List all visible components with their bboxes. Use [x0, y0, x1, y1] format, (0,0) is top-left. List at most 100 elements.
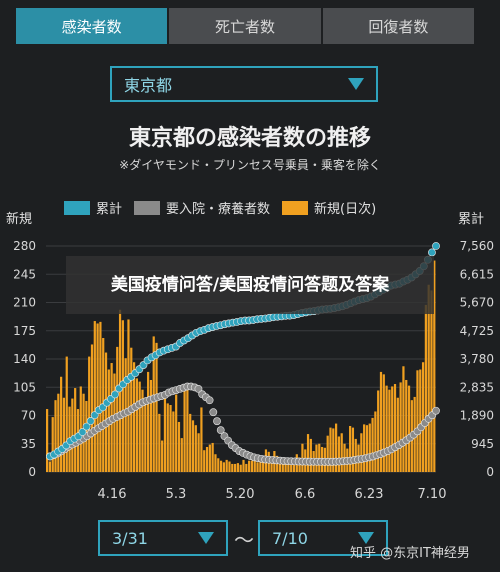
start-date-select[interactable]: 3/31: [98, 520, 228, 556]
bar-new-daily: [163, 398, 167, 472]
bar-new-daily: [186, 383, 189, 472]
tab-recoveries[interactable]: 回復者数: [322, 8, 474, 44]
bar-new-daily: [113, 373, 116, 472]
bar-new-daily: [421, 362, 425, 472]
bar-new-daily: [203, 450, 206, 472]
chevron-down-icon: [198, 532, 214, 544]
bar-new-daily: [363, 424, 366, 472]
bar-new-daily: [172, 411, 175, 472]
bar-new-daily: [281, 462, 284, 472]
legend-item-cumulative[interactable]: 累計: [64, 198, 122, 217]
point-hospitalized: [194, 384, 203, 393]
bar-new-daily: [88, 356, 91, 472]
watermark: 知乎 @东京IT神经男: [350, 546, 470, 561]
left-tick-label: 70: [21, 409, 36, 423]
bar-new-daily: [402, 366, 405, 472]
tab-deaths[interactable]: 死亡者数: [169, 8, 321, 44]
tab-infections[interactable]: 感染者数: [16, 8, 168, 44]
bar-new-daily: [60, 376, 63, 472]
legend-label-cumulative: 累計: [96, 202, 123, 217]
point-cumulative: [86, 417, 95, 425]
legend-label-new-daily: 新規(日次): [314, 202, 377, 217]
bar-new-daily: [183, 388, 186, 472]
left-tick-label: 105: [13, 380, 36, 394]
bar-new-daily: [340, 433, 343, 472]
bar-new-daily: [365, 425, 369, 472]
x-tick-label: 6.23: [355, 487, 384, 502]
bar-new-daily: [149, 379, 153, 472]
bar-new-daily: [155, 342, 158, 472]
bar-new-daily: [222, 462, 225, 472]
bar-new-daily: [419, 369, 422, 472]
bar-new-daily: [177, 421, 181, 472]
bar-new-daily: [208, 444, 211, 472]
bar-new-daily: [256, 462, 259, 472]
right-tick-label: 4,725: [460, 324, 494, 338]
right-tick-label: 3,780: [460, 352, 494, 366]
point-hospitalized: [209, 408, 218, 417]
bar-new-daily: [132, 362, 136, 472]
bar-new-daily: [127, 319, 130, 472]
x-tick-label: 4.16: [98, 487, 127, 502]
x-tick-label: 6.6: [295, 487, 316, 502]
bar-new-daily: [259, 461, 262, 472]
bar-new-daily: [65, 356, 68, 472]
bar-new-daily: [309, 438, 312, 472]
right-tick-label: 0: [486, 465, 494, 479]
metric-tabs: 感染者数 死亡者数 回復者数: [16, 8, 474, 44]
x-tick-label: 5.20: [226, 487, 255, 502]
bar-new-daily: [54, 400, 57, 472]
end-date-select[interactable]: 7/10: [258, 520, 388, 556]
point-cumulative: [82, 422, 91, 431]
bar-new-daily: [228, 461, 231, 472]
bar-new-daily: [116, 346, 119, 472]
bar-new-daily: [152, 336, 155, 472]
point-cumulative: [78, 428, 87, 436]
bar-new-daily: [104, 352, 108, 472]
bar-new-daily: [90, 344, 94, 472]
legend-item-hospitalized[interactable]: 要入院・療養者数: [134, 198, 270, 217]
bar-new-daily: [197, 433, 200, 472]
x-tick-label: 7.10: [418, 487, 447, 502]
bar-new-daily: [416, 370, 419, 472]
bar-new-daily: [217, 458, 220, 472]
chevron-down-icon: [358, 532, 374, 544]
bar-new-daily: [253, 454, 256, 472]
bar-new-daily: [306, 434, 310, 472]
bar-new-daily: [368, 423, 371, 472]
bar-new-daily: [393, 384, 397, 472]
left-tick-label: 140: [13, 352, 36, 366]
point-cumulative: [428, 248, 436, 257]
bar-new-daily: [250, 460, 254, 472]
bar-new-daily: [377, 390, 380, 472]
bar-new-daily: [326, 435, 329, 472]
chart-title: 東京都の感染者数の推移: [128, 126, 371, 151]
bar-new-daily: [332, 428, 335, 472]
bar-new-daily: [349, 425, 352, 472]
bar-new-daily: [225, 459, 228, 472]
bar-new-daily: [121, 320, 124, 472]
bar-new-daily: [360, 433, 363, 472]
legend-item-new-daily[interactable]: 新規(日次): [282, 198, 376, 217]
x-tick-label: 5.3: [166, 487, 187, 502]
bar-new-daily: [144, 400, 147, 472]
infection-chart: 0 0 35 945 70 1,890 105 2,835 140 3,780 175 4,725 21…: [13, 239, 494, 502]
bar-new-daily: [318, 443, 321, 472]
bar-new-daily: [191, 420, 195, 472]
bar-new-daily: [287, 459, 290, 472]
bar-new-daily: [284, 459, 287, 472]
prefecture-select[interactable]: 東京都: [110, 66, 378, 102]
bar-new-daily: [374, 411, 377, 472]
legend-swatch-hospitalized: [134, 200, 161, 215]
bar-new-daily: [354, 438, 357, 472]
bar-new-daily: [74, 388, 77, 472]
legend-swatch-cumulative: [64, 200, 90, 215]
bar-new-daily: [382, 374, 385, 472]
right-tick-label: 7,560: [460, 239, 494, 253]
bar-new-daily: [351, 427, 355, 472]
left-tick-label: 175: [13, 324, 36, 338]
right-axis-title: 累計: [458, 212, 485, 227]
bar-new-daily: [379, 371, 383, 472]
bar-new-daily: [169, 405, 172, 472]
bar-new-daily: [57, 393, 60, 472]
